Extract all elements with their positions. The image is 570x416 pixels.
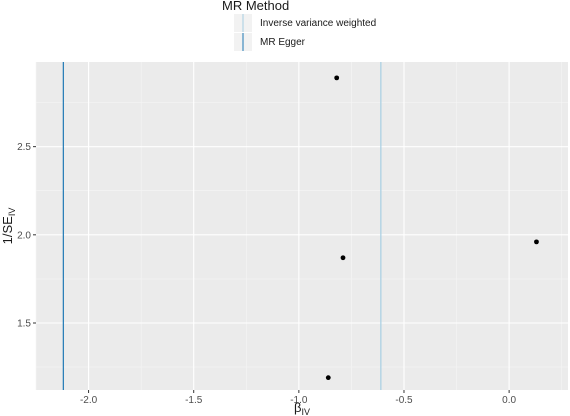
- data-point: [340, 255, 346, 261]
- x-axis: -2.0 -1.5 -1.0 -0.5 0.0: [80, 390, 517, 406]
- x-tick-label: -1.5: [185, 395, 203, 406]
- legend-title: MR Method: [222, 0, 289, 13]
- data-point: [334, 75, 340, 81]
- x-axis-label: βIV: [294, 400, 310, 416]
- x-tick-label: -0.5: [395, 395, 413, 406]
- x-axis-label-sub: IV: [301, 407, 310, 416]
- x-tick-label: -1.0: [290, 395, 308, 406]
- x-axis-label-main: β: [294, 400, 301, 415]
- y-axis: 1.5 2.0 2.5: [17, 142, 36, 329]
- legend-label-ivw: Inverse variance weighted: [260, 18, 376, 29]
- plot-panel: [36, 62, 568, 390]
- grid-lines: [35, 62, 568, 390]
- data-point: [325, 375, 331, 381]
- x-tick-label: -2.0: [80, 395, 98, 406]
- y-axis-label: 1/SEIV: [0, 208, 17, 245]
- legend-label-egger: MR Egger: [260, 37, 306, 48]
- y-axis-label-main: 1/SE: [0, 216, 15, 245]
- data-points: [325, 75, 539, 381]
- y-tick-label: 1.5: [17, 318, 31, 329]
- y-tick-label: 2.0: [17, 230, 31, 241]
- y-tick-label: 2.5: [17, 142, 31, 153]
- y-axis-label-sub: IV: [7, 208, 17, 217]
- data-point: [534, 239, 539, 245]
- legend: MR Method Inverse variance weighted MR E…: [222, 0, 376, 51]
- estimate-lines: [62, 62, 382, 390]
- x-tick-label: 0.0: [502, 395, 516, 406]
